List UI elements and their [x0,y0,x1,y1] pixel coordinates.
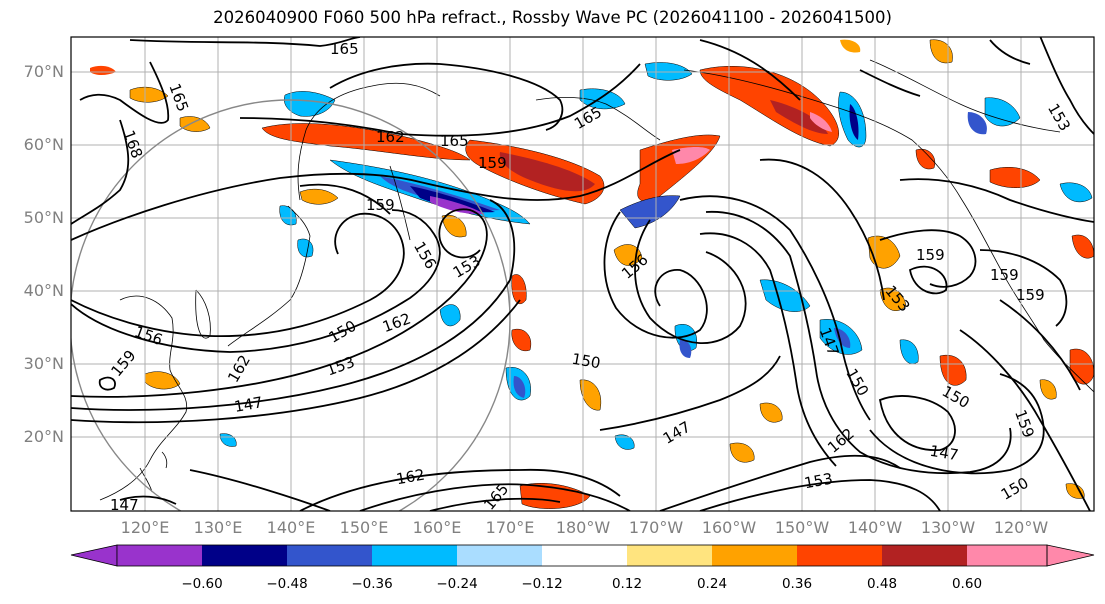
contour-label: 147 [110,496,139,514]
lon-label: 170°W [628,518,684,537]
lat-label: 40°N [23,281,64,300]
lon-label: 170°E [485,518,535,537]
lon-label: 160°E [412,518,462,537]
colorbar-tick-label: 0.48 [866,576,898,592]
colorbar-segment [712,545,797,566]
contour-label: 147 [660,418,694,448]
colorbar-segment [542,545,627,566]
contour-label: 159 [366,196,395,214]
contour-label: 165 [330,40,359,58]
contour-label: 153 [881,282,913,316]
colorbar-segment [882,545,967,566]
lon-label: 120°E [120,518,170,537]
lat-label: 50°N [23,208,64,227]
colorbar-segment [287,545,372,566]
contour-label: 159 [916,246,945,264]
contour-label: 159 [1016,286,1045,304]
contour-label: 150 [939,382,973,412]
contour-label: 162 [824,424,858,456]
colorbar-tick-label: −0.60 [181,576,223,592]
contour-label: 162 [376,128,405,146]
lon-label: 150°W [774,518,830,537]
contour-label: 162 [224,352,254,386]
lat-label: 30°N [23,354,64,373]
highlight-circle [71,99,511,511]
colorbar-tick-label: −0.24 [436,576,478,592]
map-title: 2026040900 F060 500 hPa refract., Rossby… [213,8,892,27]
lat-label: 60°N [23,135,64,154]
contour-label: 150 [570,350,601,373]
colorbar-segment [117,545,202,566]
lon-label: 140°W [847,518,903,537]
colorbar-tick-label: 0.36 [781,576,813,592]
colorbar [70,544,1095,567]
lon-label: 120°W [993,518,1049,537]
height-contours [71,37,1094,511]
contour-label: 165 [440,132,469,150]
colorbar-tick-label: 0.60 [951,576,983,592]
contour-label: 162 [395,466,426,489]
contour-label: 159 [990,266,1019,284]
plot-frame [70,36,1095,512]
graticule [71,37,1094,511]
contour-label: 153 [803,470,834,493]
contour-label: 147 [928,442,959,465]
colorbar-tick-label: −0.12 [521,576,563,592]
lat-label: 20°N [23,427,64,446]
colorbar-tick-label: −0.48 [266,576,308,592]
colorbar-segment [967,545,1047,566]
contour-label: 156 [132,322,165,349]
lon-label: 150°E [339,518,389,537]
contour-label: 150 [326,317,360,347]
colorbar-segment [202,545,287,566]
colorbar-tick-label: −0.36 [351,576,393,592]
lon-label: 130°E [193,518,243,537]
colorbar-tick-label: 0.24 [696,576,728,592]
lon-label: 130°W [920,518,976,537]
lon-label: 180°W [555,518,611,537]
contour-label: 150 [998,474,1032,504]
colorbar-extend-left [70,544,118,567]
contour-label: 165 [165,81,192,114]
lon-label: 160°W [701,518,757,537]
contour-label: 147 [233,393,264,416]
contour-label: 159 [1011,407,1038,440]
contour-label: 159 [478,154,507,172]
contour-label: 153 [1044,100,1074,134]
contour-label: 156 [410,238,440,272]
lat-label: 70°N [23,62,64,81]
colorbar-frame [116,544,1048,567]
colorbar-extend-right [1046,544,1095,567]
colorbar-segment [797,545,882,566]
contour-label: 153 [324,353,357,380]
contour-label: 168 [120,128,147,161]
colorbar-tick-label: 0.12 [611,576,643,592]
contour-labels: 165 165 168 162 165 165 159 159 156 153 … [107,40,1074,514]
colorbar-segment [372,545,457,566]
contour-label: 159 [107,347,139,381]
colorbar-segment [627,545,712,566]
colorbar-segment [457,545,542,566]
lon-label: 140°E [266,518,316,537]
